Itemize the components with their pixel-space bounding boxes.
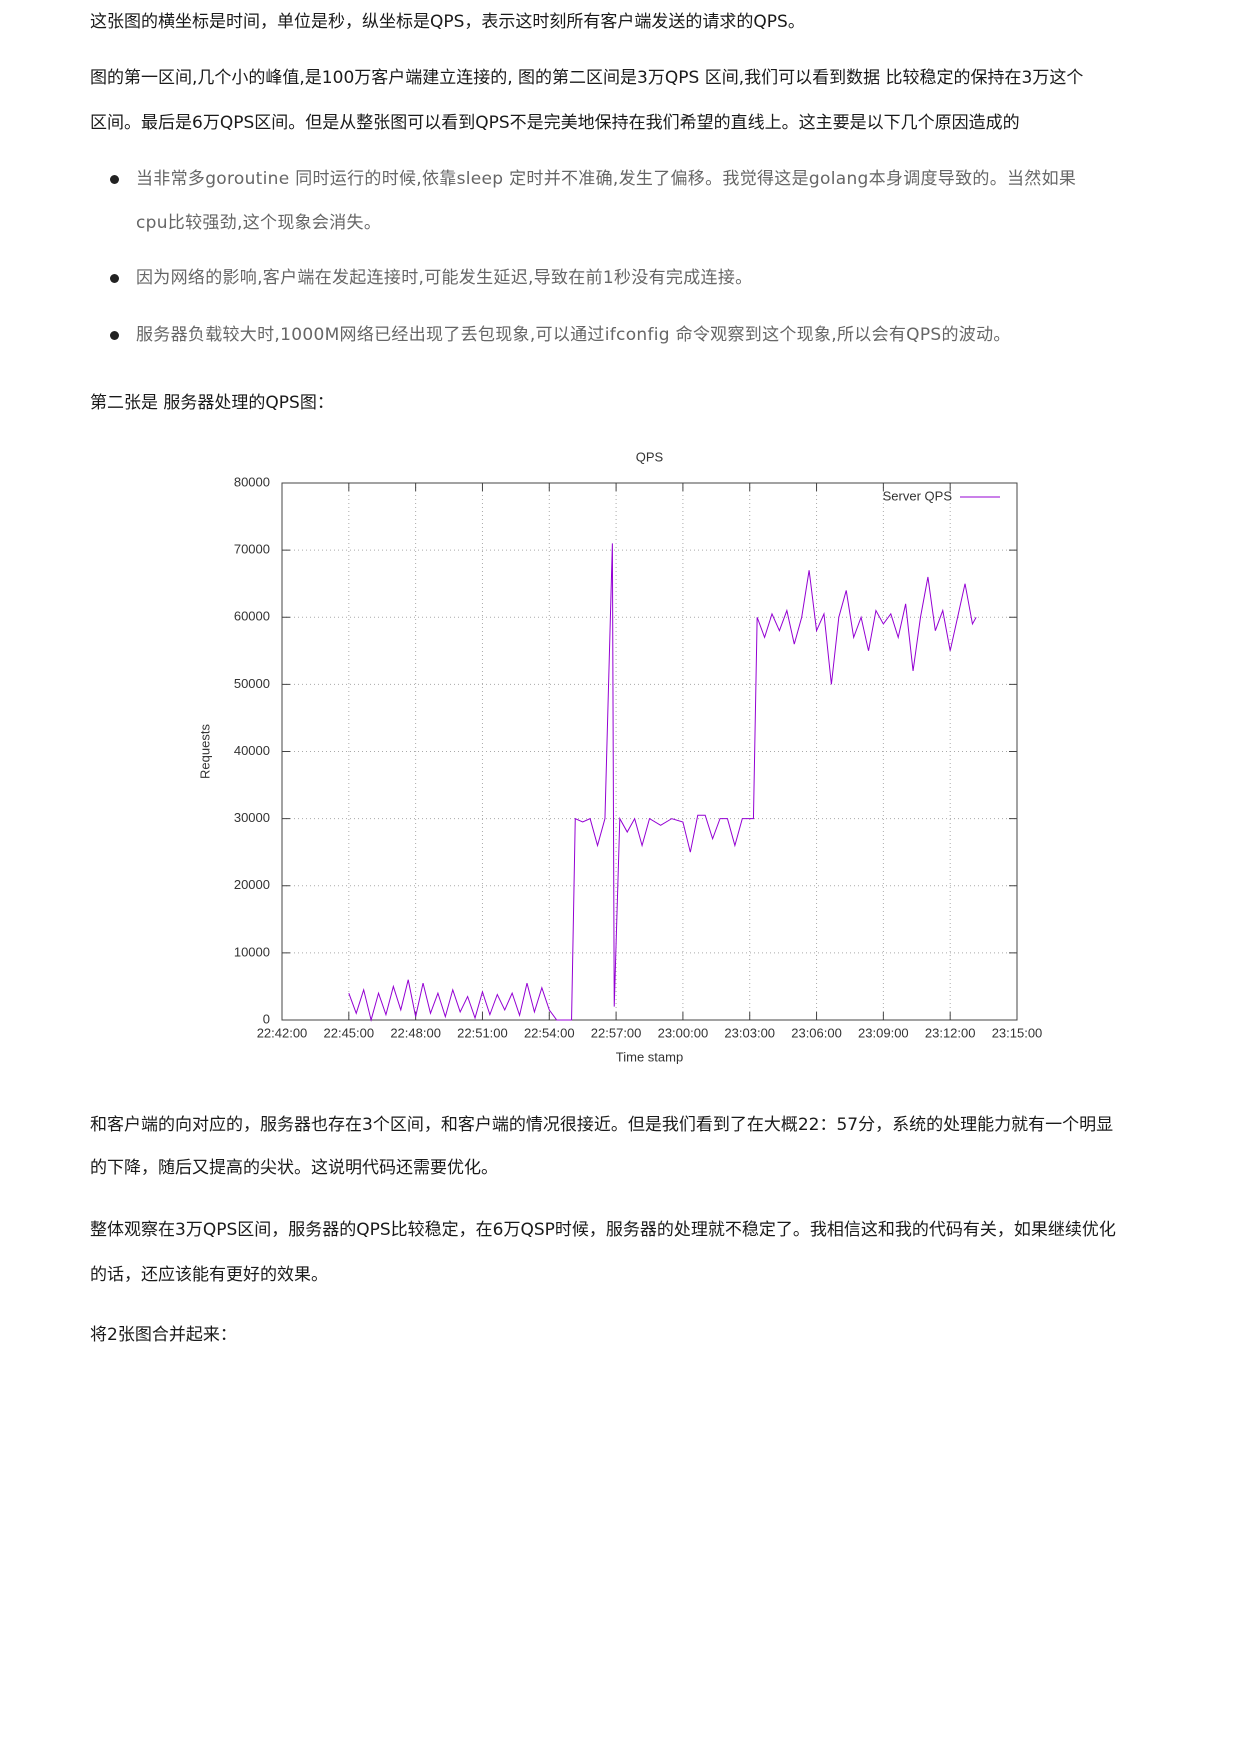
paragraph-line: 图的第一区间,几个小的峰值,是100万客户端建立连接的, 图的第二区间是3万QP… <box>90 68 1084 88</box>
y-tick-label: 60000 <box>234 609 270 624</box>
x-tick-label: 23:03:00 <box>724 1025 775 1040</box>
caption: 第二张是 服务器处理的QPS图： <box>90 393 334 413</box>
chart: QPS Time stamp Requests 0 10000 20000 30000 400… <box>197 449 1043 1064</box>
paragraph-line: 的话，还应该能有更好的效果。 <box>90 1265 328 1285</box>
y-tick-label: 20000 <box>234 877 270 892</box>
paragraph-line: 和客户端的向对应的，服务器也存在3个区间，和客户端的情况很接近。但是我们看到了在… <box>90 1115 1114 1135</box>
x-tick-label: 22:51:00 <box>457 1025 508 1040</box>
y-tick-label: 30000 <box>234 810 270 825</box>
bullet-line: cpu比较强劲,这个现象会消失。 <box>136 213 382 233</box>
x-tick-label: 23:00:00 <box>658 1025 709 1040</box>
x-tick-label: 22:54:00 <box>524 1025 575 1040</box>
bullet-line: 当非常多goroutine 同时运行的时候,依靠sleep 定时并不准确,发生了… <box>136 169 1077 189</box>
bullet-line: 服务器负载较大时,1000M网络已经出现了丢包现象,可以通过ifconfig 命… <box>136 325 1011 345</box>
bullet-dot <box>110 331 119 340</box>
x-tick-label: 23:15:00 <box>992 1025 1043 1040</box>
x-axis-label: Time stamp <box>616 1049 683 1064</box>
bullet-line: 因为网络的影响,客户端在发起连接时,可能发生延迟,导致在前1秒没有完成连接。 <box>136 268 753 288</box>
x-tick-label: 22:57:00 <box>591 1025 642 1040</box>
y-tick-label: 10000 <box>234 944 270 959</box>
y-tick-label: 70000 <box>234 542 270 557</box>
x-tick-label: 23:09:00 <box>858 1025 909 1040</box>
y-tick-label: 50000 <box>234 676 270 691</box>
y-tick-label: 0 <box>263 1011 270 1026</box>
paragraph-line: 区间。最后是6万QPS区间。但是从整张图可以看到QPS不是完美地保持在我们希望的… <box>90 113 1020 133</box>
y-tick-label: 40000 <box>234 743 270 758</box>
legend-label: Server QPS <box>883 488 953 503</box>
x-tick-label: 23:12:00 <box>925 1025 976 1040</box>
bullet-dot <box>110 175 119 184</box>
paragraph-line: 这张图的横坐标是时间，单位是秒，纵坐标是QPS，表示这时刻所有客户端发送的请求的… <box>90 12 805 32</box>
plot-border <box>281 482 1018 1021</box>
x-tick-label: 22:42:00 <box>257 1025 308 1040</box>
y-axis-label: Requests <box>197 724 212 779</box>
chart-title: QPS <box>636 449 664 464</box>
paragraph-line: 整体观察在3万QPS区间，服务器的QPS比较稳定，在6万QSP时候，服务器的处理… <box>90 1220 1116 1240</box>
y-tick-label: 80000 <box>234 474 270 489</box>
x-tick-label: 22:48:00 <box>390 1025 441 1040</box>
paragraph-line: 的下降，随后又提高的尖状。这说明代码还需要优化。 <box>90 1158 498 1178</box>
paragraph-line: 将2张图合并起来： <box>90 1325 237 1345</box>
x-tick-label: 22:45:00 <box>324 1025 375 1040</box>
bullet-dot <box>110 274 119 283</box>
data-line <box>348 543 977 1022</box>
x-tick-label: 23:06:00 <box>791 1025 842 1040</box>
